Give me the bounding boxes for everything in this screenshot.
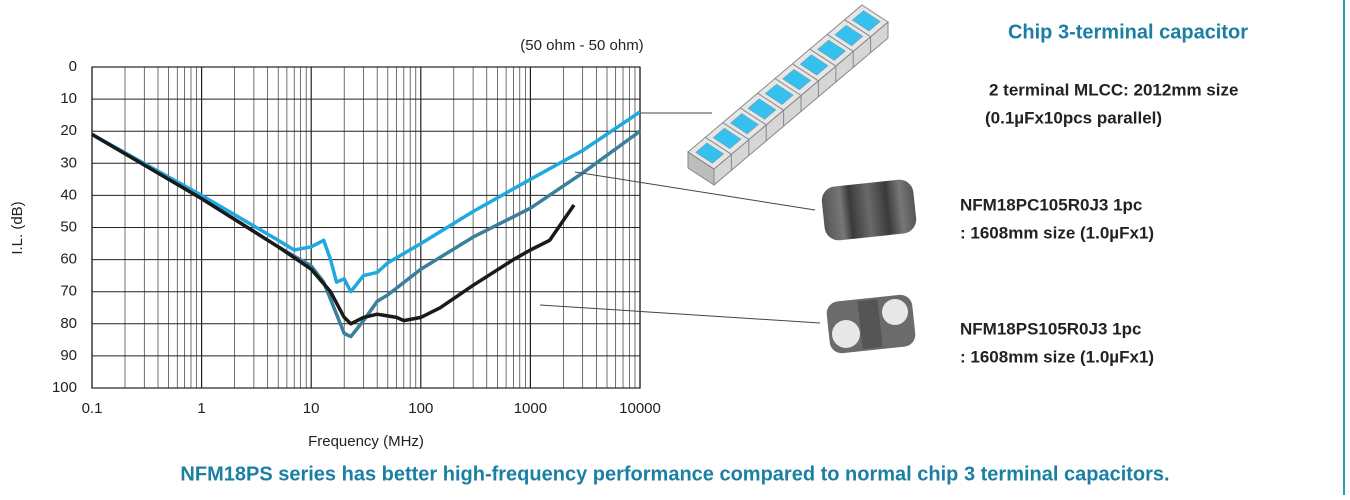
chip-cell	[851, 10, 881, 32]
caption: NFM18PS series has better high-frequency…	[180, 463, 1169, 485]
chip-cell	[834, 25, 864, 47]
x-tick-label: 100	[408, 400, 433, 417]
legend-detail: (0.1µFx10pcs parallel)	[985, 108, 1162, 127]
y-tick-label: 20	[60, 122, 77, 139]
y-tick-label: 80	[60, 315, 77, 332]
y-tick-label: 90	[60, 347, 77, 364]
chip-cell	[695, 142, 725, 164]
chip-nfm18pc	[821, 179, 917, 241]
chip-divider	[844, 19, 871, 38]
chip-divider	[722, 122, 750, 141]
chip-cell	[782, 69, 812, 91]
connector	[539, 304, 821, 324]
legend-name: NFM18PC105R0J3 1pc	[960, 195, 1142, 214]
x-tick-label: 1	[197, 400, 205, 417]
y-tick-label: 30	[60, 154, 77, 171]
chip-cell	[764, 83, 794, 105]
chip-cell	[747, 98, 777, 120]
y-tick-label: 50	[60, 218, 77, 235]
legend-name: 2 terminal MLCC: 2012mm size	[989, 80, 1238, 99]
chip-electrode	[832, 320, 860, 348]
chip-divider	[792, 63, 819, 82]
grid	[91, 66, 641, 389]
legend-name: NFM18PS105R0J3 1pc	[960, 319, 1141, 338]
annotation: (50 ohm - 50 ohm)	[520, 37, 643, 54]
chip-divider	[826, 33, 854, 52]
x-tick-label: 1000	[514, 400, 547, 417]
y-tick-label: 10	[60, 90, 77, 107]
component-illustrations	[687, 4, 917, 354]
y-tick-label: 40	[60, 186, 77, 203]
chip-cell	[712, 127, 742, 149]
chip-cell	[817, 39, 846, 61]
y-tick-label: 60	[60, 251, 77, 268]
y-tick-label: 70	[60, 283, 77, 300]
legend-detail: : 1608mm size (1.0µFx1)	[960, 347, 1154, 366]
series-line	[91, 132, 576, 326]
chip-electrode	[882, 299, 908, 325]
y-axis-label: I.L. (dB)	[9, 201, 26, 254]
chip-divider	[687, 151, 715, 170]
plot-frame	[91, 66, 641, 389]
x-tick-label: 10000	[619, 400, 661, 417]
y-tick-label: 0	[69, 58, 77, 75]
chip-divider	[757, 92, 784, 111]
series-line	[91, 110, 641, 294]
chip-cell	[730, 113, 759, 135]
x-tick-label: 10	[303, 400, 320, 417]
chip-divider	[739, 107, 767, 126]
chip-divider	[774, 78, 802, 96]
chip-divider	[809, 48, 837, 67]
legend-detail: : 1608mm size (1.0µFx1)	[960, 223, 1154, 242]
connector	[574, 171, 816, 211]
chip-center-band	[857, 299, 883, 350]
chip-cell	[799, 54, 829, 76]
x-tick-label: 0.1	[82, 400, 103, 417]
x-axis-label: Frequency (MHz)	[308, 433, 424, 450]
heading: Chip 3-terminal capacitor	[1008, 21, 1248, 43]
y-tick-label: 100	[52, 379, 77, 396]
chip-divider	[705, 136, 732, 155]
